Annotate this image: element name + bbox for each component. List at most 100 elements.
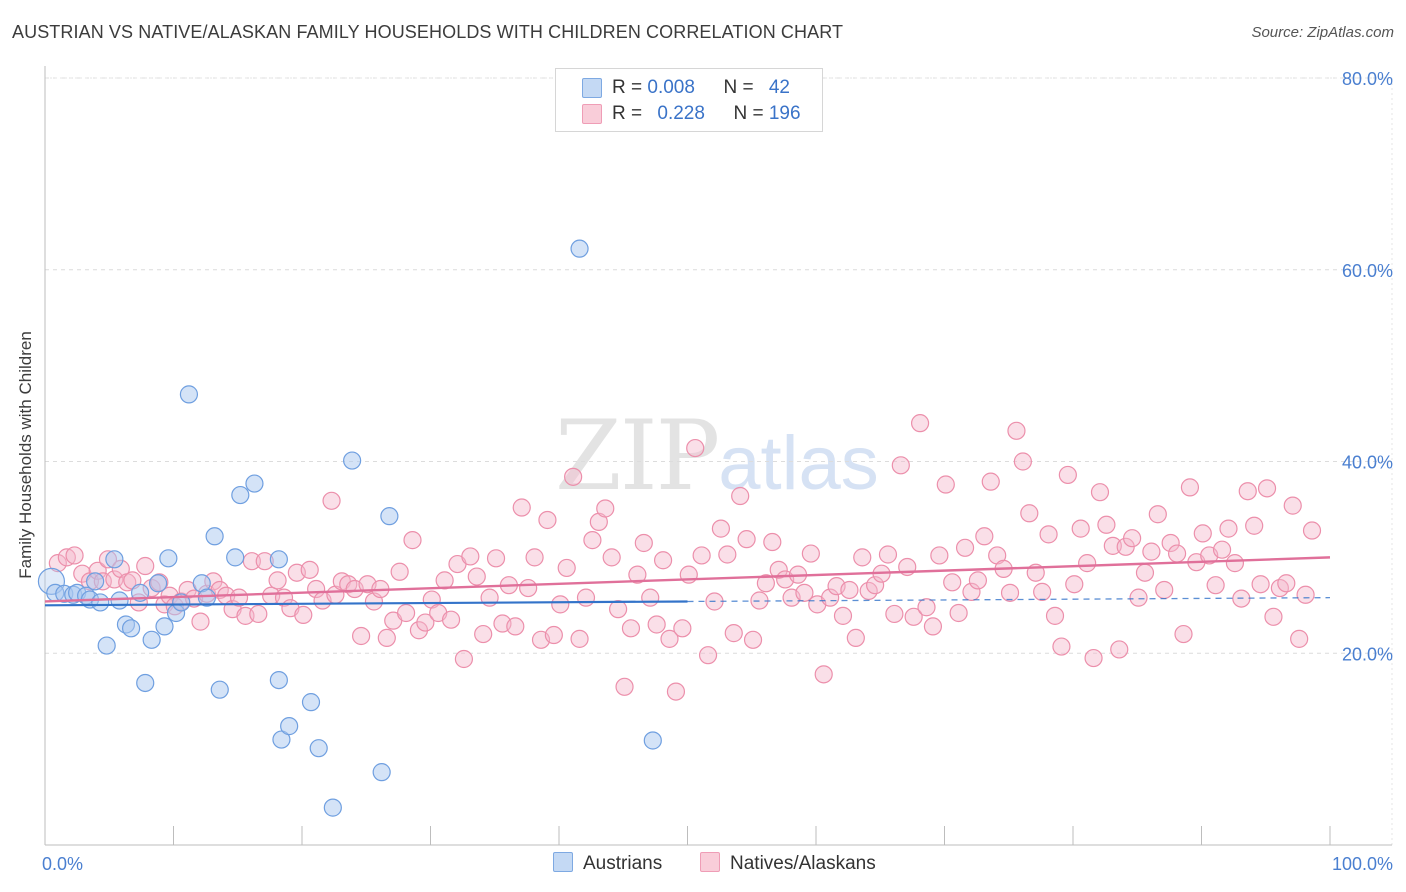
natives-point bbox=[756, 574, 775, 593]
austrians-point bbox=[155, 617, 174, 636]
natives-point bbox=[1251, 575, 1270, 594]
natives-point bbox=[564, 467, 583, 486]
natives-point bbox=[795, 583, 814, 602]
natives-point bbox=[634, 533, 653, 553]
natives-point bbox=[930, 546, 949, 565]
natives-point bbox=[943, 573, 962, 592]
legend-natives-n-value: 196 bbox=[768, 103, 801, 124]
natives-point bbox=[653, 551, 673, 570]
austrians-point bbox=[309, 739, 328, 758]
grid-lines bbox=[45, 77, 1393, 845]
natives-point bbox=[923, 617, 943, 636]
natives-point bbox=[962, 582, 981, 601]
natives-point bbox=[1110, 640, 1129, 659]
natives-point bbox=[1161, 533, 1180, 553]
austrians-point bbox=[136, 673, 155, 693]
natives-point bbox=[885, 604, 904, 624]
watermark-atlas: atlas bbox=[718, 421, 879, 506]
natives-point bbox=[1129, 588, 1148, 607]
natives-point bbox=[1290, 629, 1309, 648]
natives-point bbox=[814, 665, 833, 684]
natives-point bbox=[878, 545, 898, 564]
natives-point bbox=[506, 617, 525, 636]
austrians-point bbox=[301, 693, 321, 712]
natives-point bbox=[1142, 542, 1161, 561]
bottom-natives-swatch bbox=[700, 852, 720, 872]
austrians-point bbox=[159, 549, 178, 568]
natives-point bbox=[1225, 554, 1245, 573]
legend-natives-r-label: R = bbox=[612, 103, 648, 124]
natives-point bbox=[1097, 515, 1116, 534]
natives-point bbox=[866, 576, 885, 595]
natives-point bbox=[512, 498, 531, 517]
natives-point bbox=[602, 548, 621, 567]
y-tick-label: 80.0% bbox=[1342, 69, 1393, 89]
bottom-legend-natives: Natives/Alaskans bbox=[700, 852, 876, 876]
natives-trend-line bbox=[44, 556, 1331, 603]
correlation-legend: R = 0.008 N = 42 R = 0.228 N = 196 bbox=[555, 68, 823, 132]
natives-point bbox=[769, 560, 788, 579]
legend-austrians-n-value: 42 bbox=[768, 77, 790, 98]
austrians-point bbox=[643, 731, 662, 750]
bottom-natives-label: Natives/Alaskans bbox=[730, 853, 876, 874]
chart-title: AUSTRIAN VS NATIVE/ALASKAN FAMILY HOUSEH… bbox=[12, 22, 844, 42]
natives-point bbox=[737, 530, 756, 549]
natives-point bbox=[917, 598, 936, 617]
natives-point bbox=[1000, 583, 1020, 602]
legend-natives-n-label: N = bbox=[733, 103, 769, 124]
natives-point bbox=[1296, 585, 1315, 604]
natives-point bbox=[486, 549, 506, 568]
legend-austrians-n-label: N = bbox=[723, 77, 759, 98]
austrians-point bbox=[205, 527, 224, 546]
austrians-point bbox=[148, 574, 168, 593]
natives-point bbox=[692, 546, 711, 565]
natives-point bbox=[322, 491, 341, 510]
austrians-point bbox=[105, 550, 124, 569]
natives-point bbox=[461, 547, 480, 566]
natives-point bbox=[525, 548, 544, 567]
austrians-point bbox=[269, 670, 288, 690]
natives-point bbox=[1013, 452, 1032, 471]
natives-point bbox=[731, 486, 750, 506]
x-tick-label: 100.0% bbox=[1332, 854, 1393, 874]
natives-point bbox=[48, 554, 67, 573]
natives-point bbox=[416, 613, 435, 632]
natives-point bbox=[249, 604, 268, 624]
natives-point bbox=[65, 546, 84, 565]
natives-point bbox=[1206, 576, 1225, 595]
natives-point bbox=[1148, 505, 1167, 524]
natives-point bbox=[1245, 516, 1264, 535]
y-tick-label: 20.0% bbox=[1342, 644, 1393, 664]
austrians-point bbox=[210, 680, 229, 699]
natives-point bbox=[538, 510, 557, 530]
natives-swatch bbox=[582, 104, 602, 124]
natives-point bbox=[660, 629, 679, 648]
natives-point bbox=[396, 603, 416, 623]
natives-point bbox=[698, 646, 718, 665]
natives-point bbox=[968, 571, 988, 590]
natives-point bbox=[1045, 606, 1065, 625]
natives-point bbox=[609, 600, 628, 619]
austrians-point bbox=[172, 593, 191, 612]
austrians-point bbox=[179, 385, 199, 404]
legend-austrians-r-label: R = bbox=[612, 77, 648, 98]
austrians-point bbox=[269, 550, 288, 569]
natives-point bbox=[743, 630, 763, 649]
natives-point bbox=[229, 588, 249, 607]
natives-point bbox=[390, 562, 409, 581]
bottom-austrians-label: Austrians bbox=[583, 853, 663, 874]
legend-austrians-r-value: 0.008 bbox=[647, 77, 695, 98]
natives-point bbox=[474, 624, 493, 644]
natives-point bbox=[1033, 582, 1052, 601]
natives-point bbox=[853, 548, 872, 567]
watermark: ZIPatlas bbox=[555, 400, 879, 512]
austrians-point bbox=[110, 591, 129, 610]
tick-labels: 20.0% 40.0% 60.0% 80.0% 0.0% 100.0% bbox=[42, 69, 1393, 874]
x-tick-label: 0.0% bbox=[42, 854, 83, 874]
natives-point bbox=[1238, 482, 1257, 501]
natives-point bbox=[1090, 483, 1110, 502]
trend-lines bbox=[44, 556, 1331, 607]
austrians-point bbox=[323, 798, 342, 817]
natives-point bbox=[136, 556, 155, 576]
natives-point bbox=[1065, 575, 1084, 594]
